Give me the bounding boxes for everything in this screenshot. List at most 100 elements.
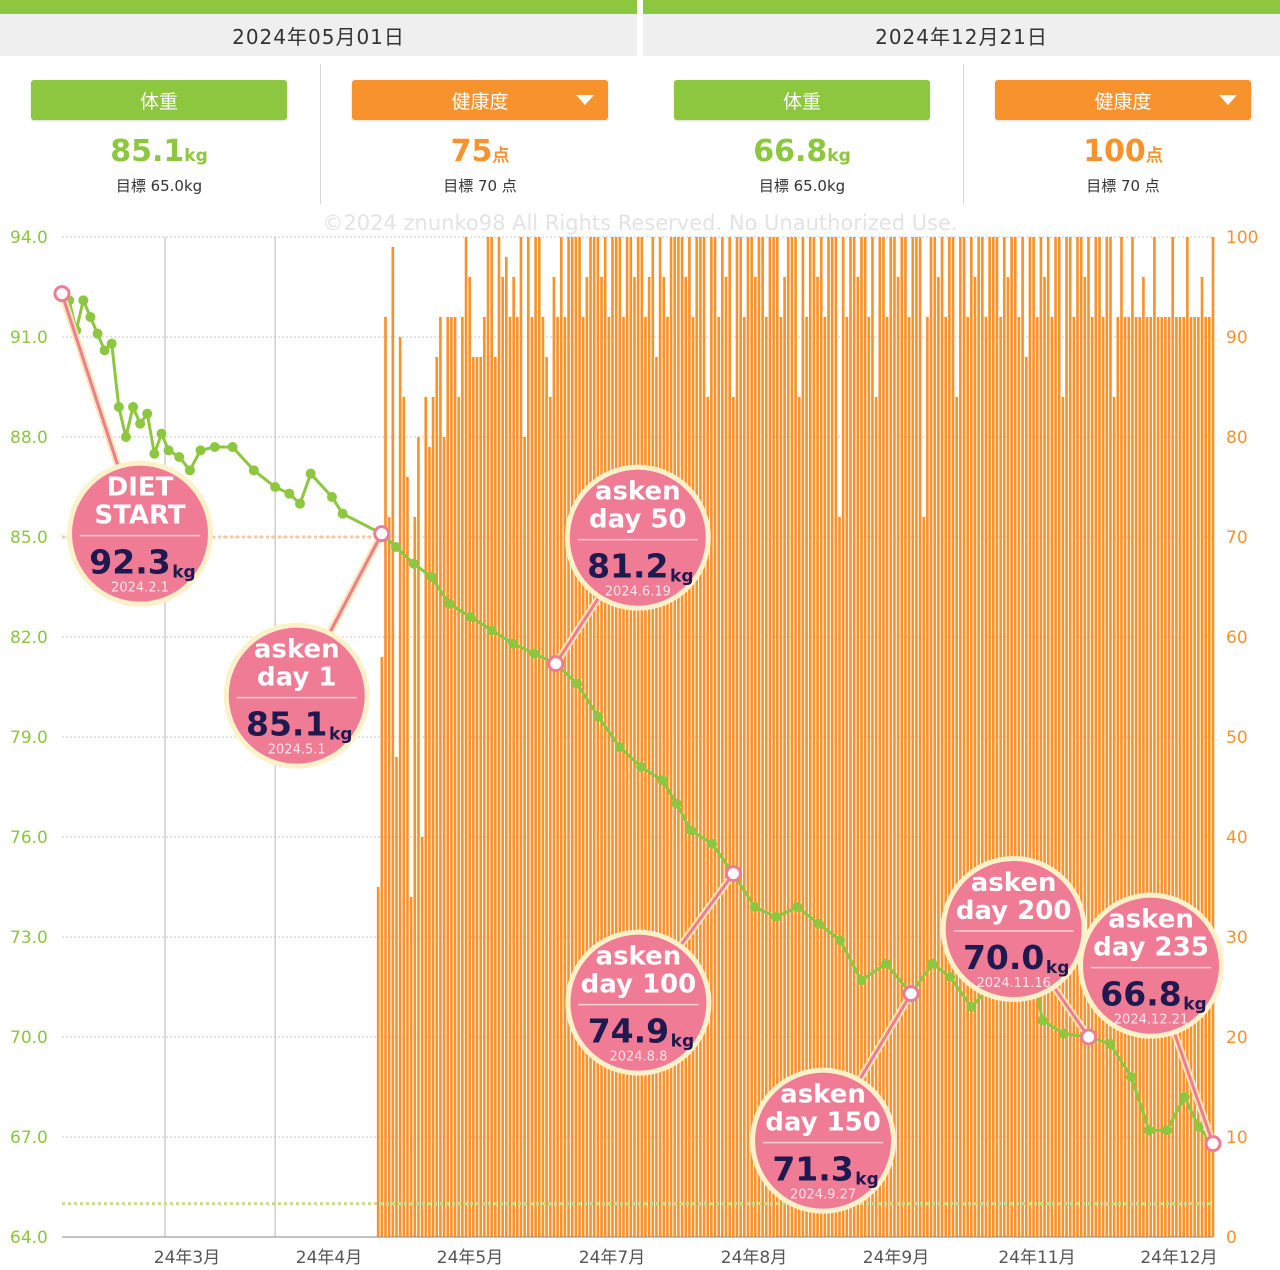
health-bar	[680, 237, 684, 1237]
health-bar	[633, 277, 636, 1237]
health-bar	[468, 277, 472, 1237]
weight-point	[85, 312, 96, 322]
health-bar	[893, 237, 896, 1237]
health-bar	[1171, 237, 1175, 1237]
health-bar	[677, 237, 680, 1237]
health-bar	[384, 317, 387, 1237]
health-bar	[1087, 237, 1090, 1237]
balloon-title-line2: day 150	[765, 1108, 881, 1138]
health-bar	[534, 237, 537, 1237]
right-health-goal: 目標 70 点	[1086, 177, 1160, 195]
weight-point	[945, 972, 956, 982]
right-weight-tab[interactable]: 体重	[674, 80, 930, 120]
health-bar	[801, 237, 805, 1237]
health-bar	[907, 317, 911, 1237]
health-bar	[435, 357, 439, 1237]
health-bar	[512, 277, 515, 1237]
health-bar	[1145, 317, 1149, 1237]
weight-point	[209, 442, 220, 452]
y-left-tick-label: 85.0	[10, 528, 48, 548]
balloon-value: 81.2	[587, 547, 668, 586]
left-weight-tab[interactable]: 体重	[31, 80, 287, 120]
health-bar	[1160, 317, 1164, 1237]
x-tick-label: 24年11月	[998, 1248, 1075, 1268]
health-bar	[640, 237, 644, 1237]
balloon-circle	[945, 861, 1082, 997]
health-bar	[1006, 277, 1010, 1237]
health-bar	[464, 237, 468, 1237]
balloon-circle	[570, 934, 707, 1071]
health-bar	[1010, 237, 1013, 1237]
health-bar	[402, 397, 406, 1237]
health-bar	[929, 237, 933, 1237]
health-bar	[1068, 237, 1072, 1237]
health-bar	[450, 317, 453, 1237]
balloon-circle	[569, 469, 706, 606]
health-bar	[442, 437, 446, 1237]
left-health-goal: 目標 70 点	[443, 177, 517, 195]
health-bar	[710, 237, 713, 1237]
health-bar	[783, 277, 786, 1237]
health-bar	[863, 237, 867, 1237]
weight-point	[771, 912, 782, 922]
health-bar	[1204, 317, 1207, 1237]
health-bar	[406, 477, 409, 1237]
health-bar	[581, 317, 585, 1237]
health-bar	[1134, 317, 1138, 1237]
weight-point	[572, 678, 583, 689]
weight-point	[834, 935, 845, 946]
health-bar	[644, 317, 647, 1237]
balloon-anchor-point	[1080, 1028, 1098, 1046]
health-bar	[691, 317, 695, 1237]
balloon-value: 71.3	[772, 1150, 853, 1189]
health-bar	[618, 237, 622, 1237]
balloon-date: 2024.9.27	[790, 1188, 856, 1203]
health-bar	[519, 237, 523, 1237]
weight-point	[78, 295, 89, 306]
health-bar	[658, 237, 662, 1237]
right-health-dropdown[interactable]: 健康度	[995, 80, 1251, 120]
health-bar	[918, 237, 922, 1237]
health-bar	[479, 357, 483, 1237]
health-bar	[409, 897, 413, 1237]
health-bar	[768, 237, 772, 1237]
health-bar	[688, 237, 691, 1237]
weight-point	[270, 482, 281, 492]
health-bar	[970, 237, 973, 1237]
health-bar	[1156, 317, 1160, 1237]
health-bar	[1028, 237, 1032, 1237]
weight-point	[163, 445, 174, 456]
balloon-unit: kg	[855, 1170, 878, 1190]
y-right-tick-label: 40	[1226, 828, 1248, 848]
health-bar	[1043, 277, 1046, 1237]
balloon-anchor-point	[902, 985, 920, 1003]
balloon-unit: kg	[172, 563, 195, 583]
health-bar	[1017, 317, 1021, 1237]
health-bar	[827, 237, 830, 1237]
health-bar	[867, 317, 871, 1237]
health-bar	[526, 237, 530, 1237]
x-tick-label: 24年8月	[721, 1248, 787, 1268]
health-bar	[933, 237, 937, 1237]
weight-point	[1161, 1125, 1172, 1136]
weight-point	[593, 712, 604, 722]
health-bar	[746, 237, 750, 1237]
health-bar	[743, 317, 746, 1237]
health-bar	[816, 277, 819, 1237]
balloon-value: 70.0	[963, 938, 1044, 977]
health-bar	[673, 237, 677, 1237]
x-tick-label: 24年3月	[154, 1248, 220, 1268]
weight-point	[636, 762, 647, 772]
y-left-tick-label: 88.0	[10, 428, 48, 448]
health-bar	[735, 237, 739, 1237]
weight-point	[529, 648, 540, 659]
left-health-dropdown[interactable]: 健康度	[352, 80, 608, 120]
health-bar	[413, 517, 417, 1237]
weight-point	[149, 448, 160, 459]
health-bar	[1098, 237, 1101, 1237]
health-bar	[889, 237, 893, 1237]
health-bar	[761, 237, 764, 1237]
